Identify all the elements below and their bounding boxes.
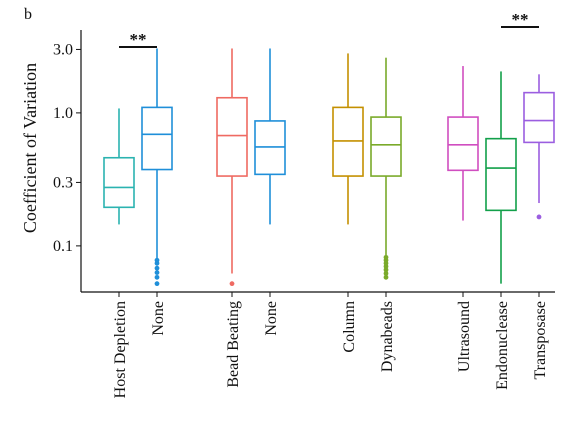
x-tick-label: Endonuclease bbox=[494, 301, 511, 390]
outlier-point bbox=[383, 271, 389, 276]
x-tick-label: Transposase bbox=[532, 301, 549, 380]
outlier-point bbox=[154, 270, 160, 275]
box-body bbox=[141, 106, 173, 171]
box-4 bbox=[332, 53, 364, 225]
x-tick-label: None bbox=[150, 301, 167, 336]
outlier-point bbox=[383, 254, 389, 260]
box-body bbox=[370, 116, 402, 177]
box-1 bbox=[141, 48, 173, 287]
outlier-point bbox=[229, 281, 235, 287]
outlier-point bbox=[536, 214, 542, 220]
outlier-point bbox=[154, 265, 160, 271]
box-body bbox=[523, 91, 555, 144]
boxes bbox=[103, 48, 555, 287]
box-body bbox=[485, 137, 517, 212]
x-tick-label: Ultrasound bbox=[456, 301, 473, 372]
axes: 0.1 0.3 1.0 3.0 Host Depletion None Bead Beati… bbox=[53, 30, 555, 398]
box-8 bbox=[523, 74, 555, 220]
y-axis-label: Coefficient of Variation bbox=[20, 63, 40, 233]
significance-annotations: ** ** bbox=[119, 10, 539, 49]
box-body bbox=[216, 96, 248, 177]
x-tick-label: Host Depletion bbox=[112, 301, 129, 398]
x-tick-label: Dynabeads bbox=[379, 301, 396, 372]
y-tick-label: 0.3 bbox=[53, 174, 73, 191]
x-tick-label: Column bbox=[341, 301, 358, 353]
outlier-point bbox=[154, 274, 160, 280]
box-body bbox=[103, 156, 135, 209]
box-0 bbox=[103, 108, 135, 225]
outlier-point bbox=[383, 274, 389, 280]
outlier-point bbox=[383, 267, 389, 273]
significance-stars: ** bbox=[512, 10, 529, 29]
outlier-point bbox=[154, 281, 160, 287]
significance-stars: ** bbox=[130, 30, 147, 49]
box-body bbox=[447, 116, 479, 172]
x-tick-label: Bead Beating bbox=[225, 301, 242, 388]
y-tick-label: 1.0 bbox=[53, 105, 73, 122]
box-6 bbox=[447, 66, 479, 221]
y-tick-label: 0.1 bbox=[53, 238, 73, 255]
panel-label: b bbox=[24, 6, 32, 23]
outlier-point bbox=[154, 257, 160, 263]
box-2 bbox=[216, 48, 248, 287]
box-7 bbox=[485, 71, 517, 284]
box-3 bbox=[254, 48, 286, 225]
box-5 bbox=[370, 57, 402, 280]
y-tick-label: 3.0 bbox=[53, 41, 73, 58]
x-tick-label: None bbox=[263, 301, 280, 336]
